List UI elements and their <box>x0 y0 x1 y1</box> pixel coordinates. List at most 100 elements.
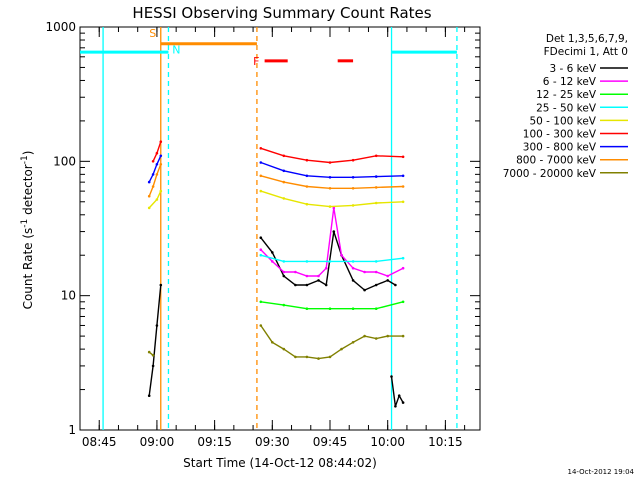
series-point <box>374 186 378 189</box>
series-point <box>282 270 286 274</box>
series-point <box>324 283 328 287</box>
series-point <box>401 401 405 404</box>
state-marker: S <box>149 27 156 40</box>
legend-header-1: Det 1,3,5,6,7,9, <box>546 33 628 45</box>
series-line <box>260 254 404 263</box>
legend-label: 6 - 12 keV <box>543 76 597 88</box>
series-point <box>282 274 286 278</box>
series-point <box>328 205 332 208</box>
x-tick-label: 08:45 <box>82 435 117 449</box>
series-point <box>151 185 155 188</box>
series-point <box>305 274 309 278</box>
series-point <box>155 151 159 155</box>
y-tick-label: 1 <box>68 423 76 437</box>
y-axis-label: Count Rate (s-1 detector-1) <box>20 151 35 310</box>
x-tick-label: 09:15 <box>197 435 232 449</box>
series-point <box>259 253 263 257</box>
series-point <box>159 154 163 158</box>
series-point <box>305 158 309 162</box>
y-label-mid: detector <box>21 164 35 219</box>
x-tick-label: 09:30 <box>255 435 290 449</box>
x-tick-label: 10:15 <box>428 435 463 449</box>
series-point <box>328 260 332 263</box>
legend-label: 50 - 100 keV <box>529 115 596 127</box>
legend-label: 3 - 6 keV <box>549 63 596 75</box>
series-point <box>259 248 263 251</box>
series-point <box>259 189 263 193</box>
series-point <box>151 364 155 368</box>
series-point <box>147 350 151 354</box>
series-point <box>401 200 405 204</box>
series-point <box>317 274 320 278</box>
series-point <box>401 300 405 304</box>
series-point <box>159 189 163 193</box>
series-point <box>159 163 163 166</box>
series-point <box>328 176 332 179</box>
series-point <box>147 194 151 198</box>
series-point <box>401 185 405 188</box>
series-point <box>271 260 274 263</box>
series-point <box>332 206 336 210</box>
series-point <box>401 256 405 260</box>
series-point <box>151 354 155 357</box>
legend-label: 7000 - 20000 keV <box>503 168 597 180</box>
series-line <box>260 147 404 164</box>
series-point <box>351 279 355 282</box>
series-point <box>282 347 286 351</box>
timestamp: 14-Oct-2012 19:04 <box>568 468 635 476</box>
series-point <box>294 270 297 274</box>
plot-frame <box>79 26 481 431</box>
series-point <box>351 260 355 263</box>
series-point <box>394 283 397 287</box>
series-point <box>282 180 286 184</box>
series-point <box>328 355 332 359</box>
legend-label: 12 - 25 keV <box>536 89 597 101</box>
tick-labels: 1 10 100 1000 08:45 09:00 09:15 09:30 09:45 10:00… <box>45 20 462 449</box>
legend-label: 100 - 300 keV <box>523 129 597 141</box>
axis-ticks <box>79 26 480 431</box>
series-point <box>305 174 309 178</box>
series-line <box>148 164 162 197</box>
x-tick-label: 09:45 <box>313 435 348 449</box>
series-point <box>155 163 159 166</box>
series-point <box>151 160 155 163</box>
y-label-suffix: ) <box>21 151 35 156</box>
series-point <box>147 394 151 398</box>
series-point <box>259 161 263 164</box>
series-point <box>155 173 159 176</box>
series-point <box>363 334 366 338</box>
series-point <box>374 307 378 311</box>
series-point <box>259 324 263 327</box>
series-point <box>332 230 336 233</box>
series-point <box>282 303 286 307</box>
series-point <box>374 260 378 263</box>
series-point <box>324 266 328 270</box>
series-point <box>155 198 159 201</box>
series-line <box>260 301 404 310</box>
series-point <box>386 274 390 278</box>
series-point <box>259 300 263 304</box>
series-point <box>305 260 309 263</box>
y-tick-label: 1000 <box>45 20 76 34</box>
y-label-prefix: Count Rate (s <box>21 228 35 310</box>
series-point <box>390 375 393 378</box>
series-point <box>374 201 378 205</box>
x-tick-label: 10:00 <box>370 435 405 449</box>
series-point <box>271 341 274 344</box>
series-lines <box>147 140 405 408</box>
series-line <box>148 155 162 183</box>
series-point <box>305 355 309 359</box>
series-point <box>397 394 401 398</box>
series-point <box>363 270 366 274</box>
legend: Det 1,3,5,6,7,9, FDecimi 1, Att 0 3 - 6 … <box>503 33 628 180</box>
series-point <box>401 174 405 178</box>
instrument-markers: S N F <box>80 27 458 430</box>
series-point <box>282 260 286 263</box>
series-point <box>305 202 309 206</box>
series-point <box>374 283 378 287</box>
series-point <box>317 279 320 282</box>
series-point <box>159 283 163 287</box>
series-point <box>259 174 263 178</box>
x-axis-label: Start Time (14-Oct-12 08:44:02) <box>183 456 377 470</box>
chart-title: HESSI Observing Summary Count Rates <box>132 4 431 22</box>
